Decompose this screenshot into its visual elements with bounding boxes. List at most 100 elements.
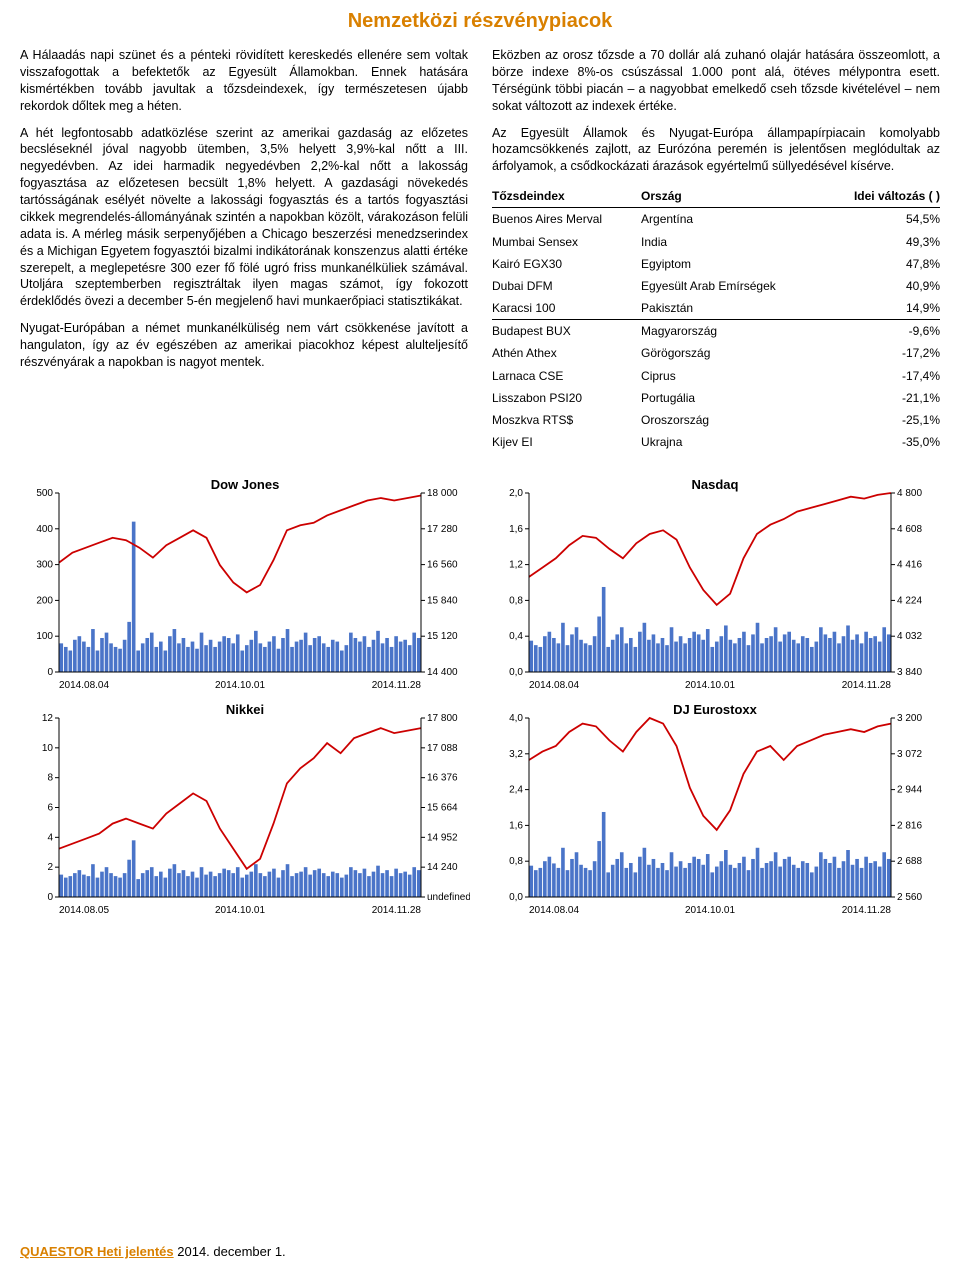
price-line: [529, 718, 891, 830]
bar: [842, 862, 846, 898]
bar: [724, 626, 728, 673]
y-left-label: 8: [47, 773, 53, 784]
bar: [805, 638, 809, 672]
bar: [552, 864, 556, 898]
table-cell: Egyesült Arab Emírségek: [641, 275, 823, 297]
table-cell: 54,5%: [823, 208, 940, 231]
bar: [195, 649, 199, 672]
bar: [855, 859, 859, 897]
bar: [358, 874, 362, 898]
bar: [290, 876, 294, 897]
bar: [652, 635, 656, 673]
bar: [349, 633, 353, 672]
price-line: [59, 728, 421, 869]
bar: [59, 644, 63, 673]
bar: [747, 646, 751, 673]
bar: [123, 640, 127, 672]
bar: [815, 642, 819, 672]
chart: Nasdaq2,04 8001,64 6081,24 4160,84 2240,…: [490, 477, 940, 692]
bar: [769, 637, 773, 673]
y-left-label: 0,8: [509, 857, 523, 868]
bar: [150, 868, 154, 898]
bar: [828, 638, 832, 672]
bar: [64, 878, 68, 897]
bar: [345, 646, 349, 673]
y-left-label: 2,4: [509, 785, 523, 796]
bar: [150, 633, 154, 672]
bar: [819, 853, 823, 898]
y-right-label: 3 840: [897, 667, 922, 678]
bar: [557, 644, 561, 673]
bar: [331, 640, 335, 672]
paragraph: A hét legfontosabb adatközlése szerint a…: [20, 125, 468, 311]
bar: [345, 875, 349, 897]
price-line: [59, 496, 421, 593]
bar: [810, 873, 814, 898]
bar: [860, 868, 864, 897]
table-row: Kijev EIUkrajna-35,0%: [492, 431, 940, 453]
page-title: Nemzetközi részvénypiacok: [20, 10, 940, 33]
bar: [566, 646, 570, 673]
paragraph: A Hálaadás napi szünet és a pénteki rövi…: [20, 47, 468, 115]
y-right-label: 2 688: [897, 857, 922, 868]
bar: [706, 629, 710, 672]
bar: [552, 638, 556, 672]
table-row: Kairó EGX30Egyiptom47,8%: [492, 253, 940, 275]
bar: [882, 853, 886, 898]
bar: [254, 865, 258, 898]
bar: [570, 859, 574, 897]
bar: [751, 859, 755, 897]
bar: [186, 876, 190, 897]
bar: [82, 875, 86, 897]
bar: [661, 638, 665, 672]
bar: [227, 638, 231, 672]
bar: [114, 876, 118, 897]
table-cell: Egyiptom: [641, 253, 823, 275]
paragraph: Nyugat-Európában a német munkanélküliség…: [20, 320, 468, 371]
bar: [87, 876, 91, 897]
bar: [91, 865, 95, 898]
table-row: Dubai DFMEgyesült Arab Emírségek40,9%: [492, 275, 940, 297]
bar: [367, 876, 371, 897]
bar: [842, 637, 846, 673]
y-right-label: 2 560: [897, 892, 922, 903]
table-cell: Ciprus: [641, 365, 823, 387]
bar: [64, 647, 68, 672]
bar: [100, 872, 104, 897]
table-cell: Buenos Aires Merval: [492, 208, 641, 231]
y-left-label: 200: [36, 596, 53, 607]
bar: [209, 872, 213, 897]
bar: [363, 637, 367, 673]
table-cell: Athén Athex: [492, 342, 641, 364]
bar: [774, 853, 778, 898]
bar: [597, 617, 601, 672]
footer-brand: QUAESTOR Heti jelentés: [20, 1244, 174, 1259]
bar: [408, 875, 412, 897]
bar: [796, 868, 800, 897]
bar: [154, 647, 158, 672]
bar: [579, 865, 583, 897]
bar: [846, 626, 850, 673]
y-left-label: 0,8: [509, 596, 523, 607]
bar: [729, 640, 733, 672]
y-left-label: 3,2: [509, 749, 523, 760]
y-left-label: 10: [42, 743, 54, 754]
bar: [159, 872, 163, 897]
bar: [661, 863, 665, 897]
bar: [529, 641, 533, 672]
bar: [629, 638, 633, 672]
bar: [317, 637, 321, 673]
bar: [358, 642, 362, 672]
bar: [96, 878, 100, 897]
table-cell: Görögország: [641, 342, 823, 364]
y-right-label: 4 224: [897, 596, 922, 607]
y-left-label: 2: [47, 863, 53, 874]
table-cell: -25,1%: [823, 409, 940, 431]
bar: [159, 642, 163, 672]
bar: [742, 632, 746, 672]
right-column: Eközben az orosz tőzsde a 70 dollár alá …: [492, 47, 940, 453]
bar: [385, 871, 389, 898]
bar: [710, 647, 714, 672]
bar: [313, 638, 317, 672]
bar: [168, 637, 172, 673]
